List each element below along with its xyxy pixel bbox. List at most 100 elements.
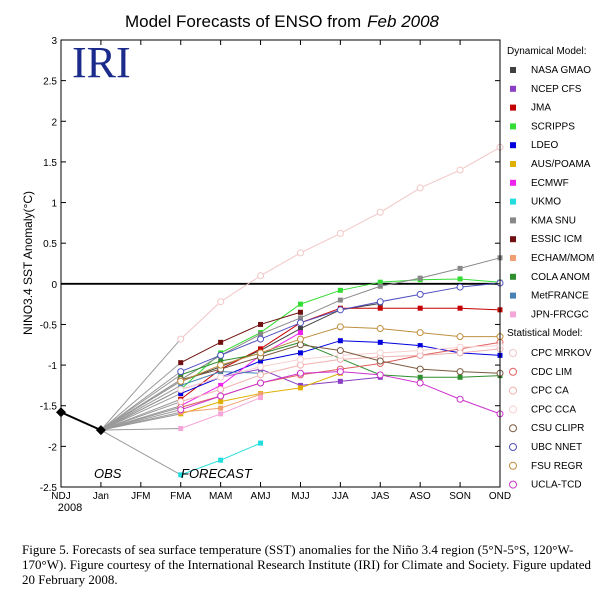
series-point [218,405,224,411]
series-point [297,385,303,391]
series-point [257,363,265,371]
series-point [218,399,224,405]
legend-marker [509,405,517,414]
series-point [416,290,424,298]
legend-marker [510,85,516,92]
series-point [217,392,225,400]
series-point [257,335,265,343]
series-point [258,395,264,401]
series-ubc-nnet [100,279,504,431]
series-point [257,379,265,387]
series-fsu-regr [100,323,504,431]
series-point [376,208,384,216]
series-point [177,398,185,406]
enso-forecast-chart: Model Forecasts of ENSO from Feb 2008 IRI… [21,12,594,514]
series-point [296,319,304,327]
x-tick-label: NDJ [51,491,70,502]
title-prefix: Model Forecasts of ENSO from [125,12,361,31]
legend-label: KMA SNU [531,215,576,226]
legend-label: CPC CCA [531,404,576,415]
y-tick-label: -2.5 [40,483,58,494]
observed-point [95,425,106,436]
legend-label: NCEP CFS [531,84,582,95]
series-point [178,360,184,366]
series-point [218,382,224,388]
series-point [376,349,384,357]
y-tick-label: -1.5 [40,402,58,413]
y-tick-label: -0.5 [40,320,58,331]
series-point [416,379,424,387]
series-point [257,371,265,379]
legend-label: UBC NNET [531,442,582,453]
series-point [456,343,464,351]
series-point [258,346,264,352]
series-connector [100,380,181,431]
x-tick-label: JAS [371,491,390,502]
iri-logo: IRI [72,38,131,87]
series-point [177,368,185,376]
legend-item: CDC LIM [509,367,572,378]
legend-statistical-title: Statistical Model: [507,328,583,339]
y-tick-label: 3 [51,36,57,47]
series-point [416,329,424,337]
legend-item: NASA GMAO [510,65,591,76]
series-point [457,305,463,311]
plot-frame [60,39,501,488]
legend-item: UCLA-TCD [509,480,582,491]
series-point [457,374,463,380]
legend-label: ESSIC ICM [531,234,582,245]
series-point [217,351,225,359]
x-tick-label: SON [449,491,471,502]
series-connector [100,362,182,431]
series-point [217,373,225,381]
series-point [416,346,424,354]
legend-marker [509,349,517,357]
series-point [376,298,384,306]
legend-item: LDEO [510,140,558,151]
series-cpc-cca [100,342,504,431]
series-point [376,371,384,379]
legend-item: SCRIPPS [510,121,575,132]
legend-item: JPN-FRCGC [510,309,589,320]
series-point [456,333,464,341]
x-tick-label: MJJ [291,491,309,502]
legend-marker [510,311,516,318]
x-tick-label: Jan [93,491,109,502]
legend-label: LDEO [531,140,558,151]
legend-marker [510,161,516,167]
series-connector [100,384,181,431]
legend-marker [509,480,517,489]
legend-dynamical-title: Dynamical Model: [507,46,586,57]
series-point [178,425,184,431]
legend-item: CPC MRKOV [509,348,592,359]
legend-items: NASA GMAO NCEP CFS JMA SCRIPPS LDEO AUS/POAMA… [509,65,594,491]
legend-item: KMA SNU [510,215,576,226]
series-point [258,358,264,364]
series-point [177,377,185,385]
series-point [178,382,184,388]
series-point [376,357,384,365]
legend-label: CPC MRKOV [531,348,592,359]
legend-item: CPC CA [509,386,569,397]
x-tick-label: OND [489,491,511,502]
series-point [178,391,184,397]
series-cpc-mrkov [100,143,504,431]
series-connector [100,409,181,431]
series-point [296,335,304,343]
y-tick-label: 1.5 [43,158,57,169]
series-point [337,287,343,293]
series-point [297,309,303,315]
title-date: Feb 2008 [367,12,439,31]
legend-label: CPC CA [531,386,569,397]
series-point [217,385,225,393]
legend-item: COLA ANOM [510,272,590,283]
legend-item: NCEP CFS [510,84,582,95]
figure-caption: Figure 5. Forecasts of sea surface tempe… [22,542,591,587]
legend-marker [510,123,516,130]
legend-item: JMA [510,103,551,114]
observed-layer [56,407,106,436]
series-connector [100,338,182,431]
legend-label: MetFRANCE [531,291,589,302]
series-line [180,371,501,415]
series-point [337,297,343,303]
